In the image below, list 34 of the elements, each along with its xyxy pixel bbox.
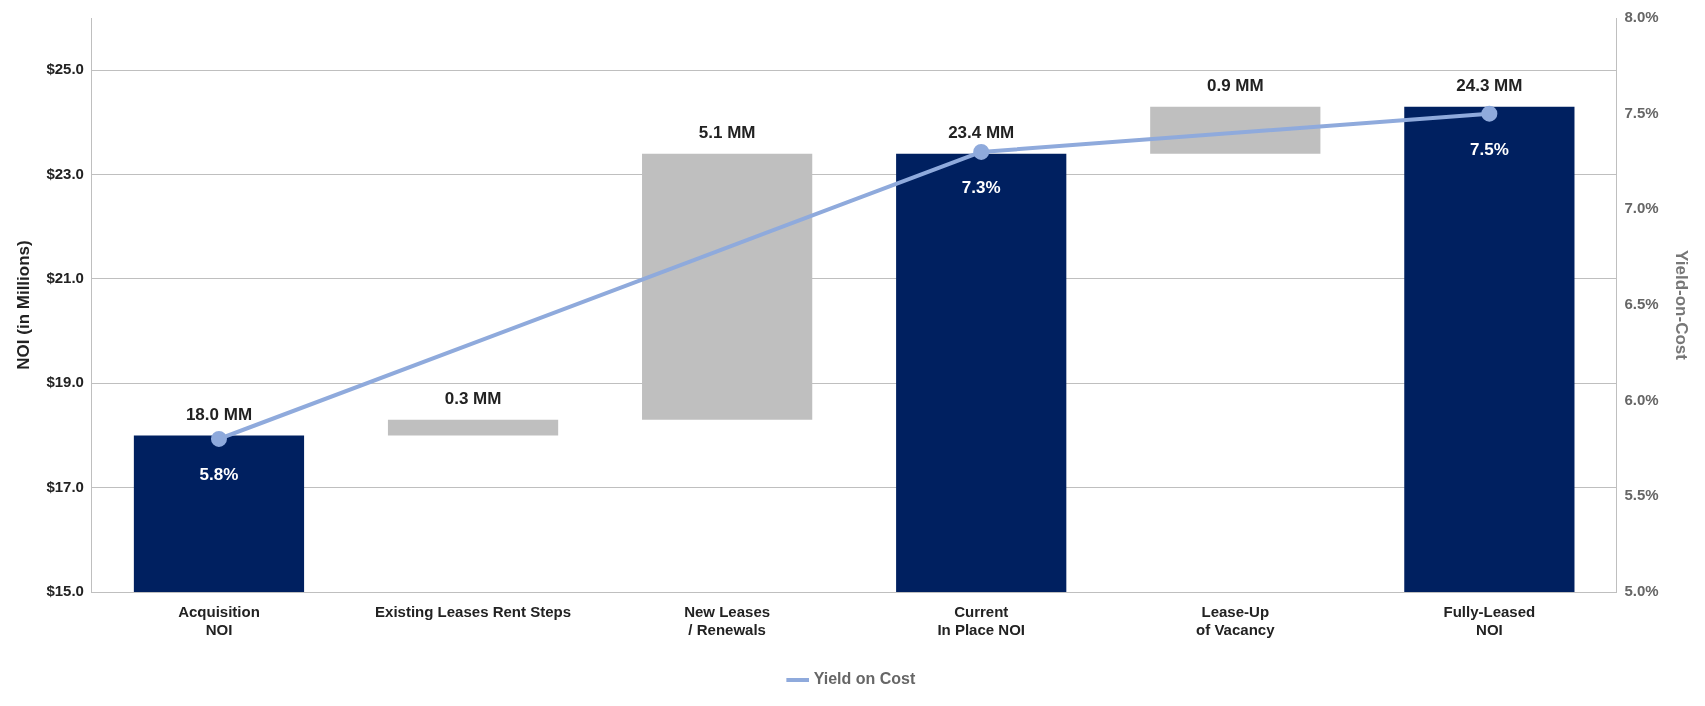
data-label: 0.3 MM <box>444 388 502 408</box>
y2-tick-label: 6.5% <box>1624 295 1659 313</box>
y-tick-label: $25.0 <box>46 60 84 78</box>
y2-tick-label: 6.0% <box>1624 390 1659 408</box>
data-label: 0.9 MM <box>1206 75 1264 95</box>
x-tick-label: Existing Leases Rent Steps <box>375 603 572 621</box>
y2-tick-label: 5.5% <box>1624 486 1659 504</box>
x-tick-label: New Leases / Renewals <box>684 603 771 639</box>
data-label: 7.3% <box>961 178 1001 198</box>
y-tick-label: $21.0 <box>46 269 84 287</box>
data-label: 5.1 MM <box>698 122 756 142</box>
data-label: 7.5% <box>1470 139 1509 159</box>
point <box>973 143 990 160</box>
y-tick-label: $17.0 <box>46 477 84 495</box>
x-tick-label: Lease-Up of Vacancy <box>1196 603 1276 639</box>
y-axis-title: NOI (in Millions) <box>13 240 33 370</box>
x-tick-label: Acquisition NOI <box>178 603 260 639</box>
point <box>210 430 227 447</box>
legend-label: Yield on Cost <box>813 670 916 688</box>
data-label: 5.8% <box>199 465 239 485</box>
y2-tick-label: 8.0% <box>1624 8 1659 26</box>
y-tick-label: $15.0 <box>46 582 84 600</box>
y2-axis-title: Yield-on-Cost <box>1672 250 1692 361</box>
x-tick-label: Current In Place NOI <box>937 603 1025 639</box>
data-label: 23.4 MM <box>948 122 1015 142</box>
x-tick-label: Fully-Leased NOI <box>1443 603 1536 639</box>
data-label: 24.3 MM <box>1456 75 1523 95</box>
y-tick-label: $23.0 <box>46 164 84 182</box>
y2-tick-label: 7.5% <box>1624 103 1659 121</box>
y2-tick-label: 5.0% <box>1624 582 1659 600</box>
point <box>1481 105 1498 122</box>
y2-tick-label: 7.0% <box>1624 199 1659 217</box>
data-label: 18.0 MM <box>185 404 253 424</box>
y-tick-label: $19.0 <box>46 373 84 391</box>
